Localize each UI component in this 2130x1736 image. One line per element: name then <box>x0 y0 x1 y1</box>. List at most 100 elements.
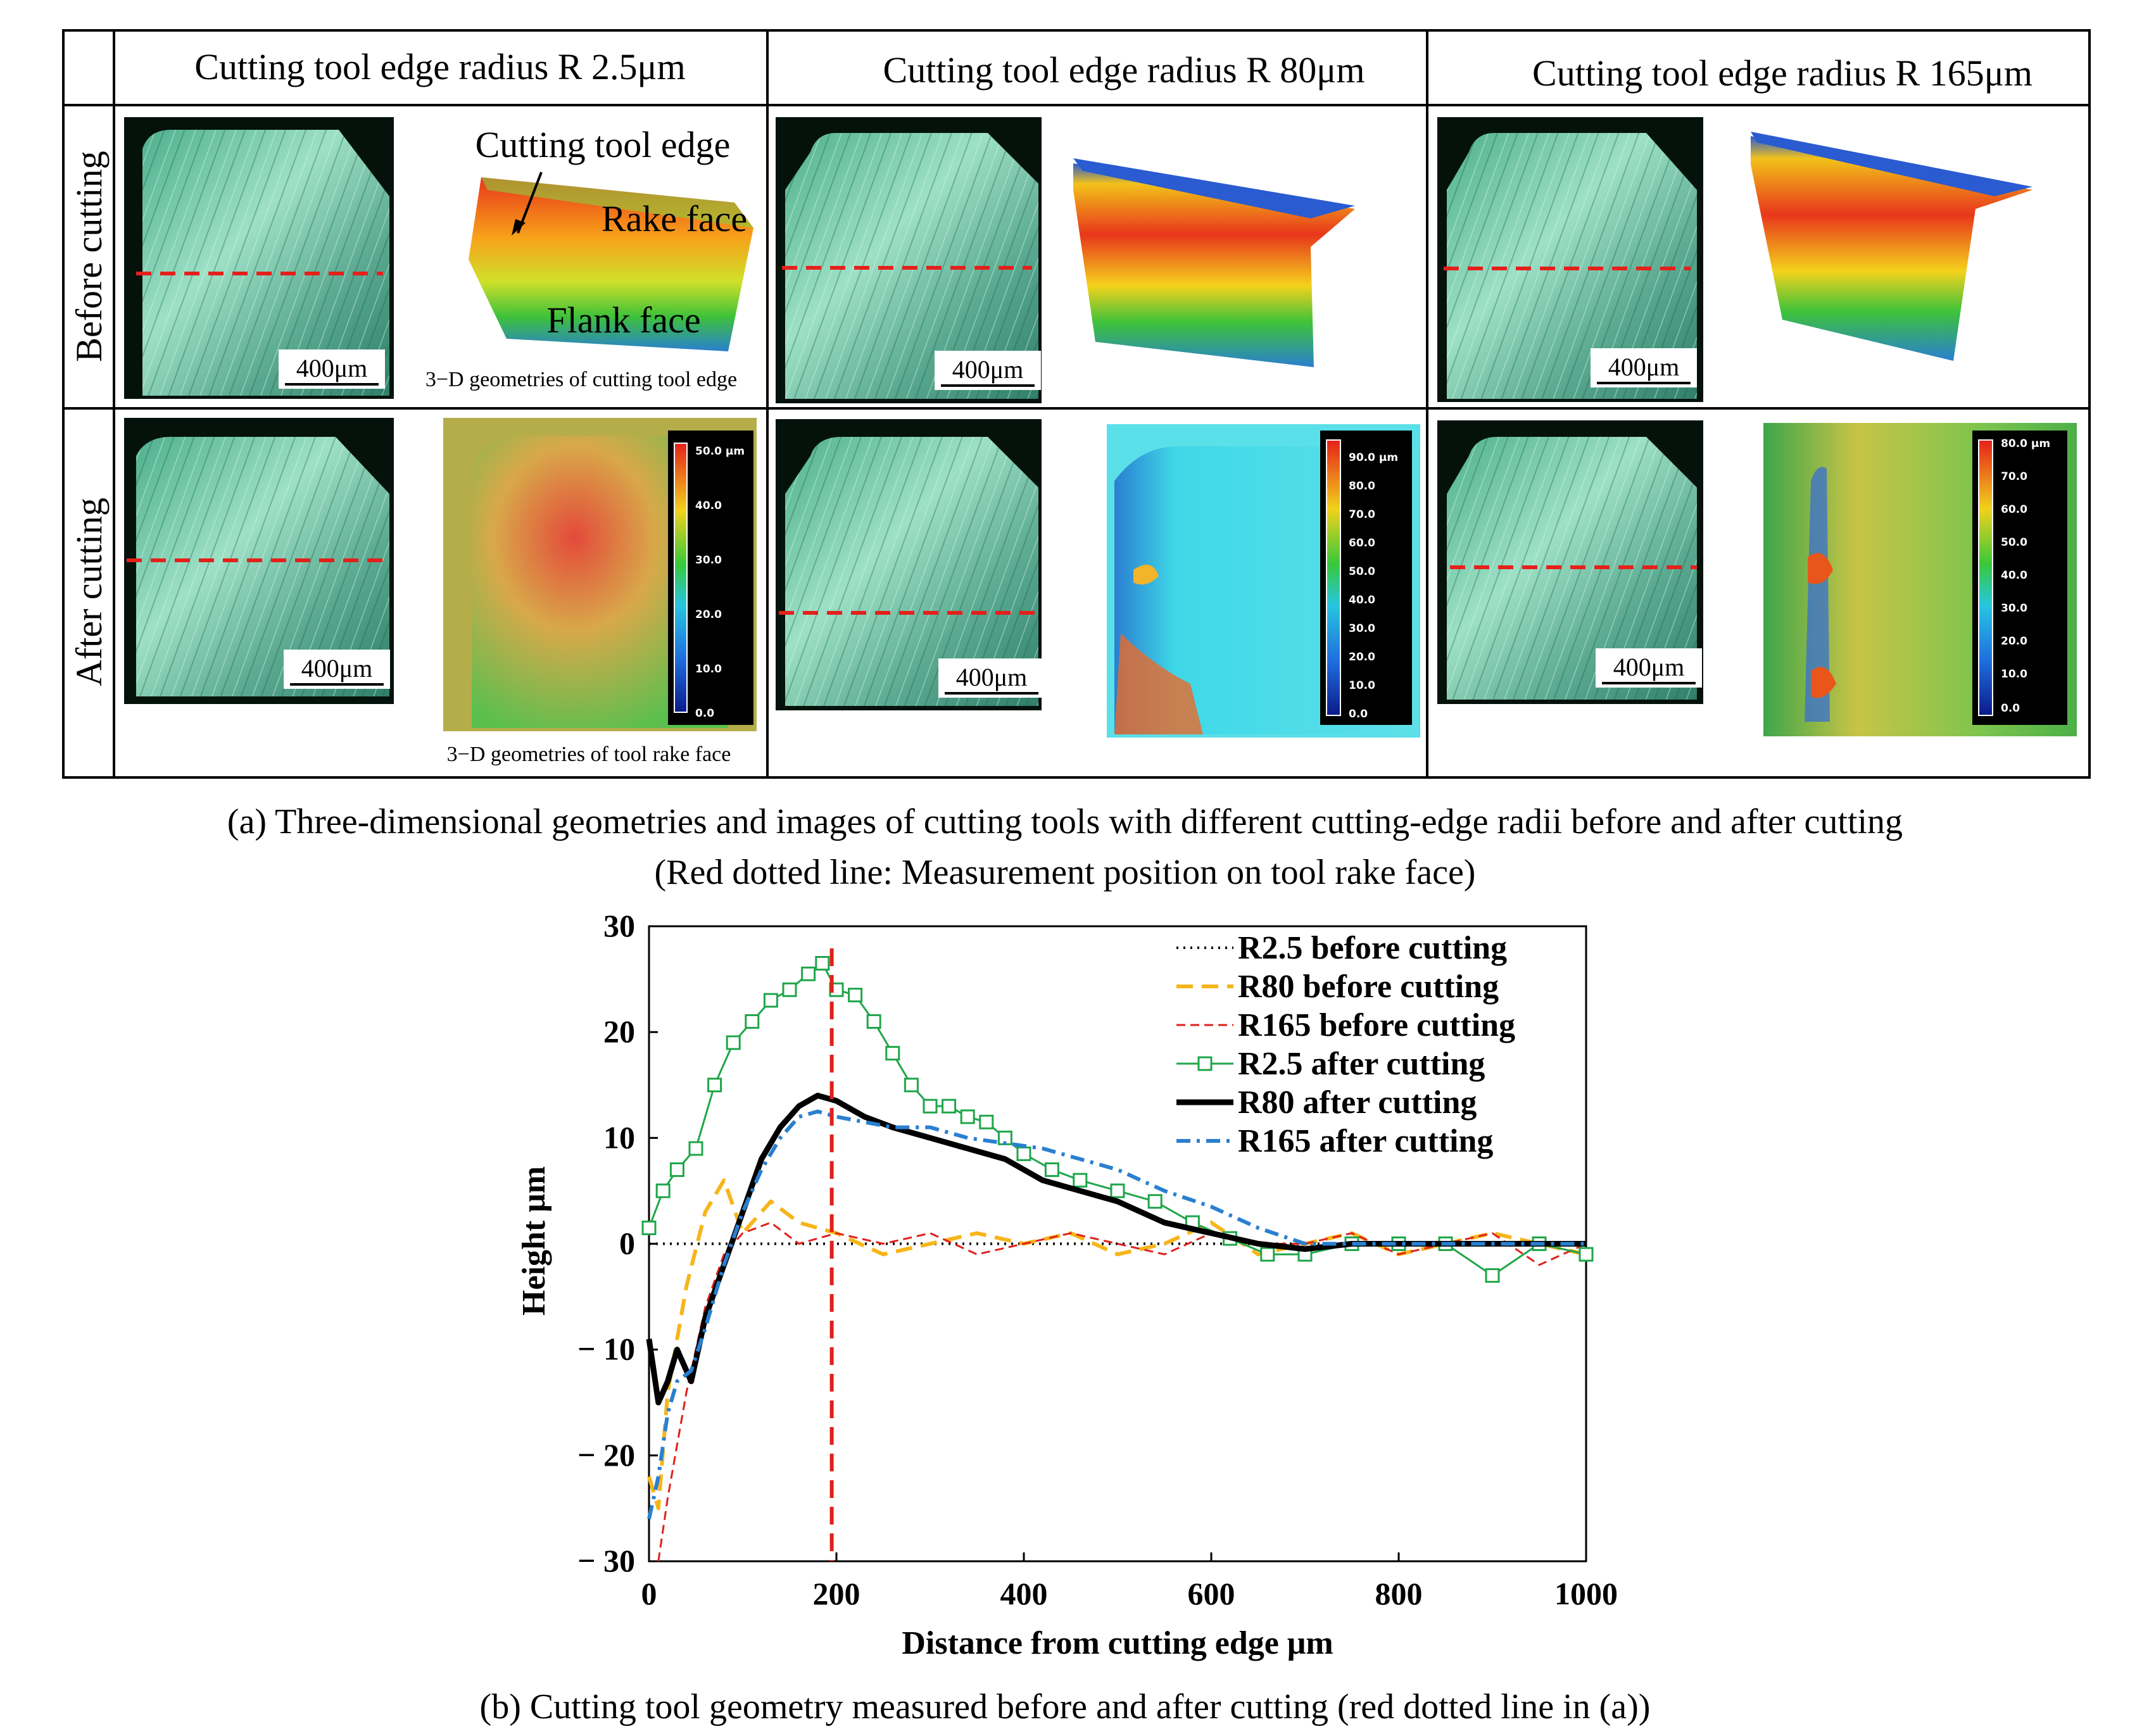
x-tick-label: 200 <box>813 1576 860 1611</box>
series-point <box>815 956 830 971</box>
series-point <box>1260 1247 1275 1262</box>
table-lines <box>62 29 2091 779</box>
legend-label: R80 before cutting <box>1238 969 1499 1005</box>
colorbar-tick: 60.0 <box>2001 503 2027 516</box>
caption-rake-geometry: 3−D geometries of tool rake face <box>447 743 731 766</box>
legend-label: R165 after cutting <box>1238 1123 1493 1159</box>
colorbar-tick: 30.0 <box>2001 602 2027 615</box>
colorbar-r80-ticks: 90.0 μm 80.0 70.0 60.0 50.0 40.0 30.0 20… <box>1349 451 1398 720</box>
caption-a-line1: (a) Three-dimensional geometries and ima… <box>227 802 1903 841</box>
label-rake-face: Rake face <box>602 198 747 239</box>
micrograph-r80-after: 400μm <box>776 419 1045 710</box>
series-line <box>646 1092 1586 1406</box>
rake-geometry-r80: 90.0 μm 80.0 70.0 60.0 50.0 40.0 30.0 20… <box>1107 424 1420 738</box>
legend-label: R2.5 after cutting <box>1238 1046 1485 1082</box>
scale-bar-label: 400μm <box>296 354 368 382</box>
series-point <box>866 1014 881 1029</box>
colorbar-tick: 90.0 μm <box>1349 451 1398 464</box>
series-point <box>923 1098 938 1114</box>
edge-geometry-r2-5: Cutting tool edge Rake face Flank face 3… <box>425 124 753 391</box>
micrograph-r165-after: 400μm <box>1437 420 1703 704</box>
figure-a-grid: Cutting tool edge radius R 2.5μm Cutting… <box>62 29 2091 779</box>
colorbar-tick: 50.0 <box>1349 565 1375 578</box>
column-header-r2-5: Cutting tool edge radius R 2.5μm <box>194 46 685 87</box>
series-point <box>885 1046 900 1061</box>
colorbar-tick: 50.0 <box>2001 536 2027 549</box>
series-point <box>707 1078 722 1093</box>
colorbar-tick: 10.0 <box>1349 679 1375 692</box>
y-tick-label: 20 <box>603 1014 635 1049</box>
scale-bar-label: 400μm <box>1608 353 1680 381</box>
x-tick-label: 400 <box>1000 1576 1048 1611</box>
series-point <box>1016 1146 1031 1161</box>
colorbar-tick: 80.0 μm <box>2001 437 2050 450</box>
series-point <box>745 1014 760 1029</box>
colorbar-tick: 40.0 <box>695 500 722 512</box>
rake-geometry-r2-5: 50.0 μm 40.0 30.0 20.0 10.0 0.0 3−D geom… <box>443 418 757 766</box>
x-axis-label: Distance from cutting edge μm <box>902 1625 1333 1661</box>
colorbar-tick: 60.0 <box>1349 537 1375 550</box>
micrograph-r165-before: 400μm <box>1437 117 1703 402</box>
x-tick-label: 800 <box>1375 1576 1423 1611</box>
y-tick-label: − 20 <box>577 1437 635 1473</box>
series-point <box>655 1183 671 1198</box>
colorbar-tick: 20.0 <box>1349 651 1375 664</box>
series-point <box>1485 1268 1500 1283</box>
scale-bar-label: 400μm <box>301 654 373 682</box>
edge-geometry-r165 <box>1751 132 2032 361</box>
series-point <box>904 1078 919 1093</box>
micrograph-r80-before: 400μm <box>776 117 1042 403</box>
legend-marker <box>1197 1056 1213 1071</box>
colorbar-tick: 0.0 <box>2001 702 2020 715</box>
series-point <box>782 982 797 997</box>
colorbar-tick: 10.0 <box>2001 668 2027 681</box>
x-tick-label: 600 <box>1188 1576 1235 1611</box>
series-line <box>647 1109 1586 1519</box>
colorbar-tick: 40.0 <box>2001 569 2027 582</box>
caption-b: (b) Cutting tool geometry measured befor… <box>479 1687 1651 1727</box>
colorbar-tick: 20.0 <box>695 608 722 621</box>
colorbar-tick: 0.0 <box>1349 708 1368 720</box>
series-point <box>688 1141 703 1156</box>
y-tick-label: − 30 <box>577 1543 635 1578</box>
row-label-after: After cutting <box>68 498 110 686</box>
row-label-before: Before cutting <box>68 151 110 362</box>
legend-label: R80 after cutting <box>1238 1085 1477 1121</box>
micrograph-r2-5-after: 400μm <box>124 418 394 704</box>
column-header-r80: Cutting tool edge radius R 80μm <box>883 49 1365 91</box>
colorbar-r165-ticks: 80.0 μm 70.0 60.0 50.0 40.0 30.0 20.0 10… <box>2001 437 2050 715</box>
x-tick-label: 1000 <box>1554 1576 1618 1611</box>
series-point <box>669 1162 684 1177</box>
series-point <box>979 1114 994 1129</box>
colorbar-tick: 40.0 <box>1349 594 1375 607</box>
series-point <box>960 1109 975 1124</box>
y-tick-label: 0 <box>619 1226 635 1261</box>
colorbar-tick: 20.0 <box>2001 635 2027 648</box>
caption-a-line2: (Red dotted line: Measurement position o… <box>654 853 1476 892</box>
legend-label: R2.5 before cutting <box>1238 930 1507 966</box>
series-point <box>763 993 778 1008</box>
rake-geometry-r165: 80.0 μm 70.0 60.0 50.0 40.0 30.0 20.0 10… <box>1763 423 2077 736</box>
y-axis-label: Height μm <box>516 1166 552 1316</box>
series-point <box>1579 1247 1594 1262</box>
legend-label: R165 before cutting <box>1238 1007 1515 1043</box>
colorbar-tick: 30.0 <box>1349 622 1375 635</box>
label-flank-face: Flank face <box>546 299 700 341</box>
scale-bar-label: 400μm <box>956 663 1028 691</box>
y-tick-label: − 10 <box>577 1331 635 1367</box>
edge-geometry-r80 <box>1073 158 1355 367</box>
column-header-r165: Cutting tool edge radius R 165μm <box>1532 53 2032 94</box>
x-tick-label: 0 <box>641 1576 657 1611</box>
series-point <box>1044 1162 1059 1177</box>
colorbar-tick: 70.0 <box>2001 470 2027 483</box>
colorbar-tick: 10.0 <box>695 663 722 676</box>
y-tick-label: 30 <box>603 908 635 943</box>
caption-edge-geometry: 3−D geometries of cutting tool edge <box>425 368 737 391</box>
colorbar-tick: 30.0 <box>695 554 722 567</box>
colorbar-tick: 0.0 <box>695 707 714 720</box>
colorbar-tick: 50.0 μm <box>695 445 745 458</box>
colorbar-tick: 70.0 <box>1349 508 1375 521</box>
series-point <box>1073 1173 1088 1188</box>
